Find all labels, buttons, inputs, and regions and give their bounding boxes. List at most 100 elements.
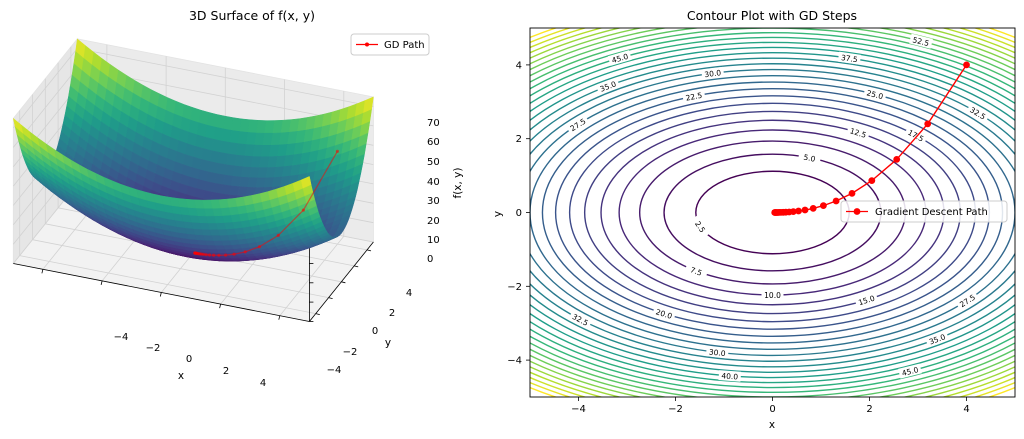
surface-axis-line [366,249,372,252]
contour-gd-path-point [893,156,901,163]
surface-ztick: 70 [427,118,440,129]
contour-level-label-text: 25.0 [866,88,885,101]
contour-legend: Gradient Descent Path [840,200,1008,223]
surface-gridline [12,48,78,129]
contour-level-line [530,46,1015,379]
surface-axis-line [309,241,374,322]
surface-legend-marker-swatch [365,42,369,47]
contour-xtick-label: 4 [963,404,969,415]
contour-gd-path-point [963,61,970,69]
contour-title: Contour Plot with GD Steps [687,8,857,23]
contour-level-label: 37.5 [837,51,862,65]
contour-level-label: 27.5 [565,114,590,135]
contour-level-label: 5.0 [797,150,822,165]
contour-level-label-text: 5.0 [803,153,817,164]
surface-axis-line [100,280,103,285]
contour-gd-path-point [924,120,932,128]
surface-panel: 3D Surface of f(x, y) −4 −2 0 2 4 x −4 −… [12,8,464,389]
contour-level-label-text: 10.0 [764,291,781,300]
contour-panel: Contour Plot with GD Steps 2.5 5.0 7.5 10.0… [492,8,1016,431]
contour-level-line [530,63,1015,362]
surface-xtick: 2 [223,366,229,377]
contour-level-line [530,81,1015,344]
surface-ticks: −4 −2 0 2 4 x −4 −2 0 2 4 y 0 10 20 30 4… [114,118,464,389]
contour-gd-path-point [809,205,817,212]
contour-level-label-text: 20.0 [655,307,674,321]
contour-ytick-label: 2 [516,134,522,145]
contour-xtick-label: −4 [571,404,586,415]
contour-level-label-text: 52.5 [912,35,931,48]
contour-level-label-text: 40.0 [721,371,739,381]
surface-gd-path-point [301,208,305,212]
surface-axis-line [13,263,310,322]
contour-level-label: 27.5 [955,290,980,311]
surface-gd-path [193,149,339,257]
contour-level-label-text: 37.5 [840,53,858,64]
surface-legend-label: GD Path [384,40,425,51]
surface-gd-path-point [207,253,212,257]
contour-y-ticks: −4 −2 0 2 4 [507,60,530,367]
surface-xtick: −4 [114,332,129,343]
surface-legend: GD Path [350,33,430,56]
contour-gd-path-point [801,206,809,214]
contour-level-line [530,75,1015,350]
contour-level-label: 32.5 [965,103,991,123]
surface-ytick: 0 [372,326,378,337]
contour-level-label: 30.0 [701,66,725,80]
contour-level-label: 7.5 [684,262,709,280]
contour-level-line [530,52,1015,373]
contour-level-label: 52.5 [909,33,933,49]
contour-gd-path-point [795,207,802,215]
contour-ytick-label: 4 [516,60,522,71]
surface-xtick: 4 [260,378,266,389]
contour-xlabel: x [769,419,775,431]
surface-ylabel: y [385,337,391,349]
contour-level-line [530,68,1015,357]
contour-level-label-text: 12.5 [849,126,868,140]
surface-gd-path-point [193,251,197,255]
contour-gd-path-point [771,209,779,216]
surface-gd-path-point [204,253,208,257]
surface-axis-line [328,297,333,299]
surface-axis-line [159,292,162,297]
surface-xtick: −2 [146,343,161,354]
surface-ytick: 4 [406,288,412,299]
contour-level-label: 30.0 [705,346,729,359]
surface-xtick: 0 [186,354,192,365]
surface-gridline [279,235,345,316]
surface-axis-line [278,315,281,320]
surface-ztick: 20 [427,216,440,227]
contour-level-label: 45.0 [898,363,922,379]
surface-ztick: 30 [427,196,440,207]
contour-level-line [530,41,1015,384]
surface-gd-path-point [212,253,216,257]
contour-gd-path-point [868,177,876,185]
contour-level-label-text: 22.5 [685,91,703,103]
contour-ytick-label: −2 [507,282,522,293]
contour-level-label: 22.5 [682,89,706,104]
contour-gd-path [771,61,970,216]
contour-level-label-text: 45.0 [901,365,920,378]
surface-axis-line [341,281,346,284]
contour-gd-path-point [832,197,840,205]
surface-ytick: −4 [327,365,342,376]
contour-level-label: 12.5 [846,124,871,141]
surface-axis-line [354,265,359,268]
contour-gd-path-point [820,202,827,210]
surface-ytick: 2 [389,308,395,319]
surface-ztick: 0 [427,254,433,265]
contour-xtick-label: 2 [866,404,872,415]
surface-axis-line [315,313,320,315]
surface-patch [300,176,312,189]
surface-zlabel: f(x, y) [452,168,464,199]
surface-axis-line [219,304,221,309]
surface-gd-path-point [276,233,280,237]
contour-gd-path-point [848,190,856,197]
contour-level-label: 25.0 [863,86,887,102]
surface-ztick: 10 [427,235,440,246]
surface-gridline [77,48,374,107]
surface-gd-path-point [217,253,221,257]
surface-title: 3D Surface of f(x, y) [189,8,315,23]
contour-level-label-text: 30.0 [708,347,726,358]
